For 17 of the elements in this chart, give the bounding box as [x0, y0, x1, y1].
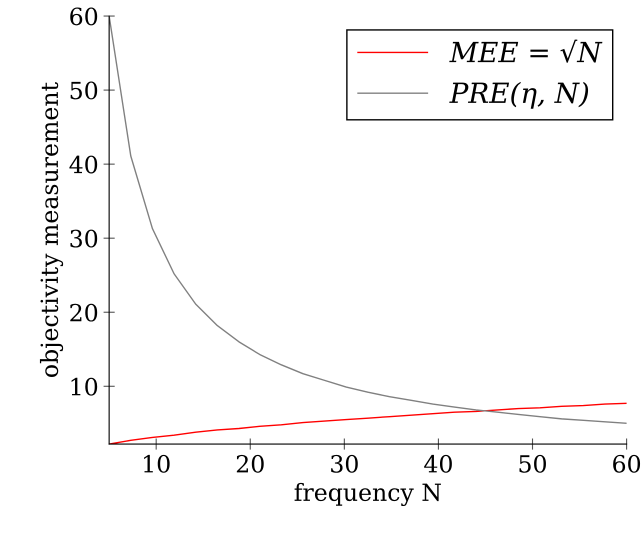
x-tick-label: 60	[613, 454, 640, 473]
y-tick-label: 60	[70, 7, 98, 26]
y-tick-label: 20	[70, 304, 98, 322]
y-tick-label: 10	[72, 378, 98, 396]
x-tick-label: 30	[331, 454, 358, 473]
y-tick-label: 30	[70, 230, 98, 248]
x-tick-label: 40	[424, 454, 452, 473]
x-axis-title: frequency N	[294, 482, 441, 506]
y-axis-title: objectivity measurement	[40, 82, 64, 377]
x-tick-label: 50	[519, 454, 546, 473]
line-series	[109, 16, 627, 424]
x-tick-label: 20	[236, 454, 264, 473]
y-tick-label: 40	[69, 156, 98, 174]
y-tick-label: 50	[70, 82, 98, 100]
legend-label: PRE(η, N)	[449, 82, 588, 109]
legend-label: MEE = √N	[449, 40, 602, 63]
x-tick-label: 10	[144, 454, 170, 473]
